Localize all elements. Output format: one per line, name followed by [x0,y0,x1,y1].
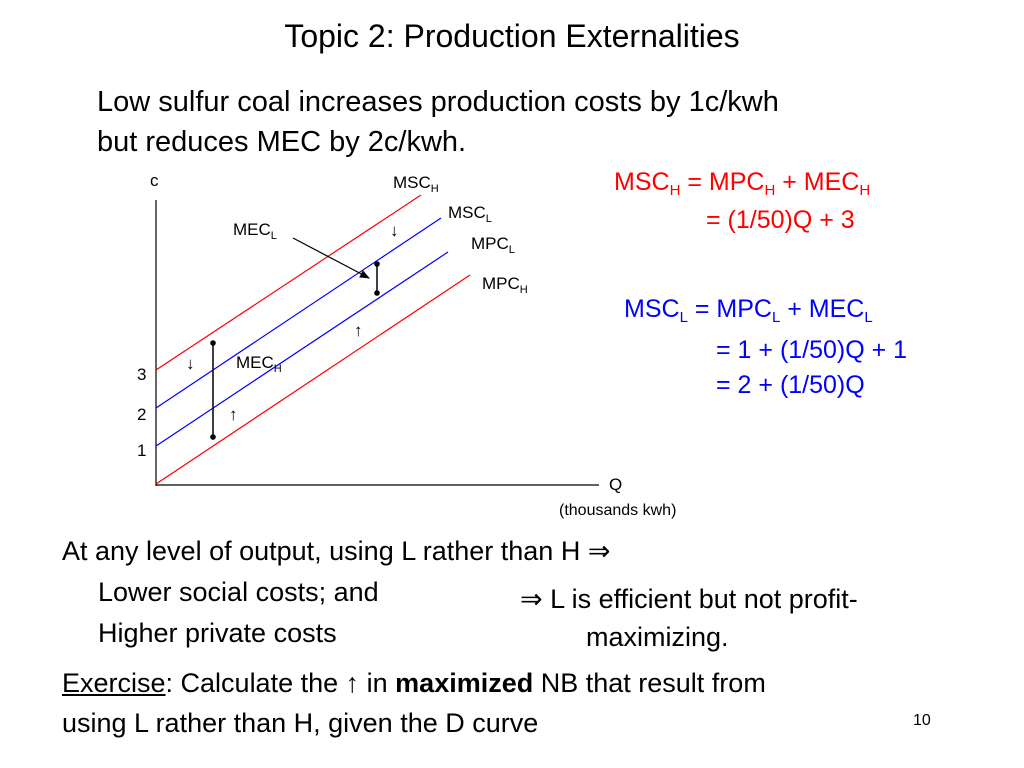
mec-low-pointer [292,237,370,279]
arrow-up-icon: ↑ [229,405,238,424]
eq-l-msc: MSC [624,295,680,323]
mec-high-label: MECH [236,353,282,375]
msc-low-label: MSCL [448,203,492,225]
exercise-mid: in [359,668,396,698]
intro-text: Low sulfur coal increases production cos… [97,82,917,162]
lower-social-costs: Lower social costs; and [98,577,379,607]
equation-msc-high: MSCH = MPCH + MECH [614,166,870,198]
exercise-post: NB that result from [533,668,766,698]
x-axis-sublabel: (thousands kwh) [559,502,676,519]
eq-h-mec-sub: H [859,182,871,199]
eq-l-mec: + MEC [780,295,865,323]
arrow-down-icon: ↓ [186,354,195,373]
intro-line-1: Low sulfur coal increases production cos… [97,86,779,118]
y-tick-1: 1 [137,441,146,460]
y-axis-label: c [150,171,159,190]
arrow-up-icon: ↑ [345,668,360,698]
eq-l-mpc: = MPC [687,295,772,323]
equation-msc-low-line2: = 1 + (1/50)Q + 1 [716,336,908,364]
arrow-up-icon: ↑ [354,321,363,340]
msc-high-label: MSCH [393,173,439,195]
arrow-down-icon: ↓ [390,221,399,240]
y-tick-3: 3 [137,365,146,384]
slide-title: Topic 2: Production Externalities [284,18,740,54]
mpc-low-label: MPCL [471,234,515,256]
msc-high-curve [155,194,422,371]
conclusion-intro: At any level of output, using L rather t… [62,536,611,566]
equation-msc-low-line3: = 2 + (1/50)Q [716,371,865,399]
mec-high-top-dot [210,340,216,346]
efficiency-conclusion-line2: maximizing. [586,622,729,652]
higher-private-costs: Higher private costs [98,618,337,648]
mec-high-bottom-dot [210,434,216,440]
eq-h-mpc-sub: H [764,182,776,199]
mpc-low-curve [155,251,449,447]
eq-h-mpc: = MPC [680,168,765,196]
exercise-label: Exercise [62,668,166,698]
eq-h-mec: + MEC [775,168,860,196]
x-axis-label: Q [609,475,622,494]
mpc-high-label: MPCH [482,274,528,296]
exercise-text: Exercise: Calculate the ↑ in maximized N… [62,668,766,699]
eq-l-mpc-sub: L [771,309,781,326]
exercise-pre: : Calculate the [165,668,346,698]
eq-h-msc-sub: H [669,182,681,199]
equation-msc-low: MSCL = MPCL + MECL [624,293,873,325]
mec-low-top-dot [374,261,380,267]
mec-low-label: MECL [233,220,277,242]
eq-l-mec-sub: L [864,309,873,326]
exercise-bold: maximized [395,668,534,698]
msc-low-curve [155,217,442,409]
eq-h-msc: MSC [614,168,670,196]
eq-l-msc-sub: L [679,309,688,326]
intro-line-2: but reduces MEC by 2c/kwh. [97,126,467,158]
mpc-high-curve [155,274,471,485]
equation-msc-high-line2: = (1/50)Q + 3 [706,206,855,234]
efficiency-conclusion: ⇒ L is efficient but not profit- [520,584,858,614]
page-number: 10 [913,712,931,729]
exercise-line-2: using L rather than H, given the D curve [62,708,539,738]
mec-low-bottom-dot [374,290,380,296]
y-tick-2: 2 [137,405,146,424]
